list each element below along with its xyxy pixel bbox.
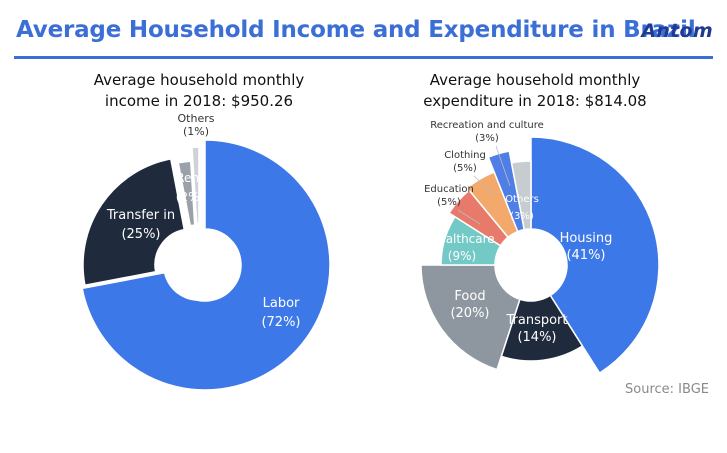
- income-slice-transfer-in: [82, 158, 186, 287]
- expenditure-percent-food: (20%): [450, 306, 489, 321]
- leader-line: [495, 145, 511, 187]
- expenditure-label-healthcare: Healthcare: [429, 232, 494, 246]
- income-label-others: Others: [178, 112, 215, 125]
- income-slice-rent: [177, 160, 196, 227]
- expenditure-percent-clothing: (5%): [453, 163, 477, 174]
- income-chart-title-line2: income in 2018: $950.26: [105, 92, 293, 110]
- brand-logo: Antom: [641, 20, 713, 42]
- expenditure-label-transport: Transport: [505, 313, 567, 328]
- income-donut-chart: Labor (72%) Transfer in (25%) Rent (2%) Others…: [81, 112, 331, 391]
- income-slice-labor: [81, 139, 331, 391]
- income-label-rent: Rent: [176, 171, 204, 185]
- header: Average Household Income and Expenditure…: [0, 0, 727, 59]
- header-divider: [14, 56, 713, 59]
- expenditure-chart-title-line1: Average household monthly: [430, 71, 641, 89]
- income-percent-others: (1%): [183, 125, 209, 138]
- income-percent-transfer-in: (25%): [121, 227, 160, 242]
- page-title: Average Household Income and Expenditure…: [16, 17, 696, 43]
- income-percent-labor: (72%): [261, 315, 300, 330]
- expenditure-label-education: Education: [424, 184, 474, 195]
- expenditure-percent-transport: (14%): [517, 330, 556, 345]
- expenditure-label-clothing: Clothing: [444, 150, 486, 161]
- leader-line: [457, 209, 481, 225]
- expenditure-percent-recreation-and-culture: (3%): [475, 133, 499, 144]
- expenditure-label-housing: Housing: [560, 231, 613, 246]
- expenditure-label-others: Others: [505, 194, 539, 205]
- source-note: Source: IBGE: [625, 382, 709, 397]
- expenditure-label-recreation-and-culture: Recreation and culture: [430, 120, 544, 131]
- expenditure-label-food: Food: [454, 289, 485, 304]
- leader-line: [473, 175, 495, 196]
- expenditure-donut-chart: Housing (41%) Transport (14%) Food (20%) Healt…: [420, 120, 660, 375]
- income-donut-hole: [163, 229, 235, 301]
- expenditure-percent-healthcare: (9%): [448, 249, 476, 263]
- income-label-labor: Labor: [263, 296, 300, 311]
- income-chart-title-line1: Average household monthly: [94, 71, 305, 89]
- expenditure-percent-housing: (41%): [566, 248, 605, 263]
- expenditure-percent-education: (5%): [437, 197, 461, 208]
- expenditure-percent-others: (3%): [510, 211, 534, 222]
- income-slice-others: [191, 146, 200, 224]
- expenditure-chart-title-line2: expenditure in 2018: $814.08: [423, 92, 646, 110]
- income-label-transfer-in: Transfer in: [106, 208, 175, 223]
- expenditure-donut-hole: [495, 229, 567, 301]
- income-percent-rent: (2%): [176, 190, 204, 204]
